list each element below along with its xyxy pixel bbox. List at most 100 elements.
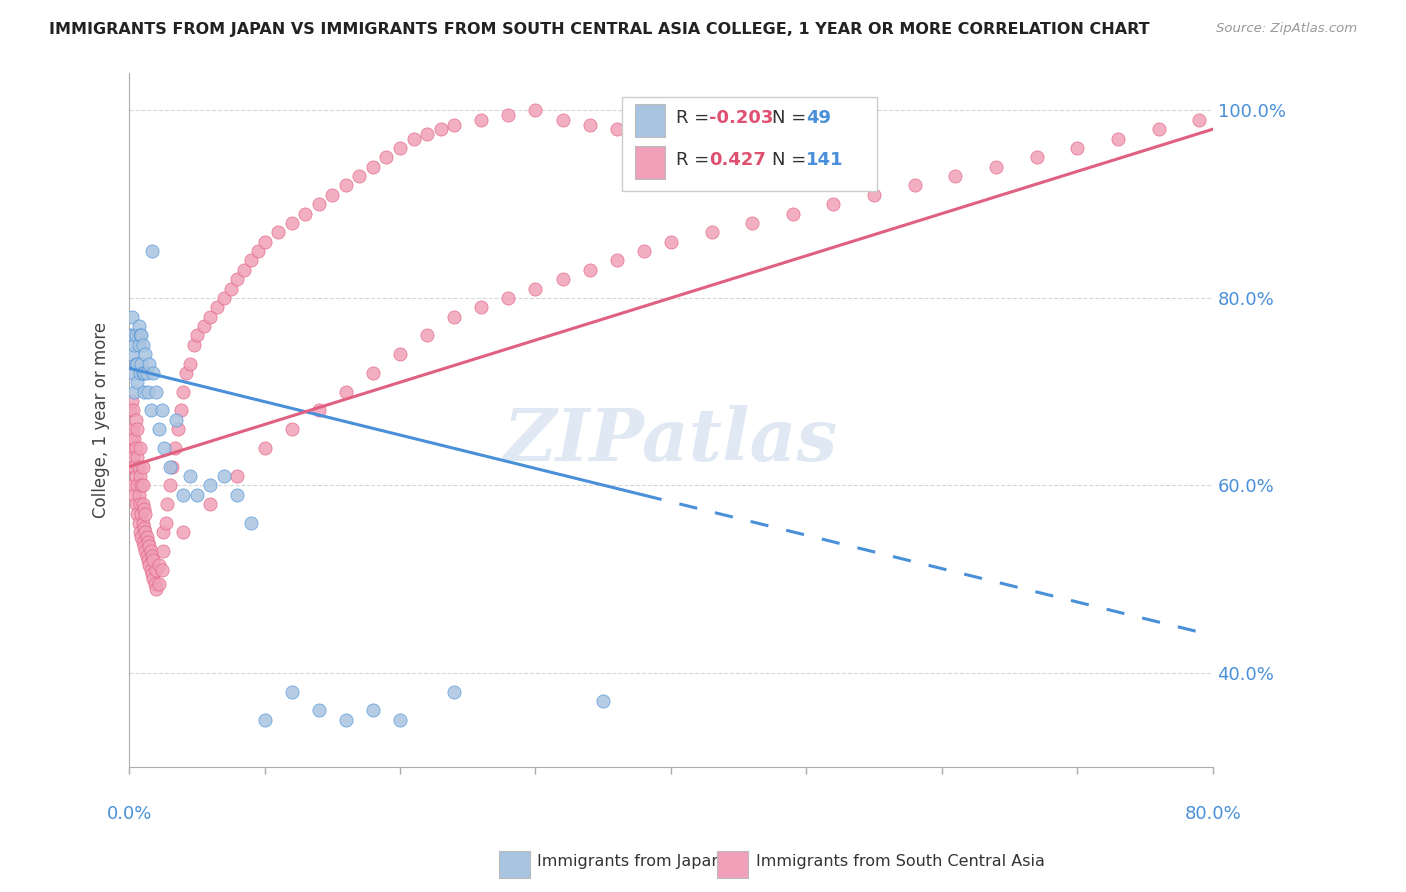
Point [321, 187, 343, 202]
Point [159, 478, 181, 492]
Text: N =: N = [772, 109, 811, 127]
Point [700, 225, 723, 239]
Point [782, 206, 804, 220]
Point [121, 347, 143, 361]
Text: R =: R = [676, 109, 716, 127]
Point [127, 376, 149, 390]
Point [280, 422, 302, 436]
Point [219, 281, 242, 295]
Point [308, 703, 330, 717]
Point [606, 122, 628, 136]
Point [416, 328, 439, 343]
Point [129, 328, 152, 343]
Point [741, 145, 763, 160]
Point [120, 441, 142, 455]
Point [159, 459, 181, 474]
Point [138, 357, 160, 371]
Point [429, 122, 451, 136]
Point [139, 403, 162, 417]
Point [416, 127, 439, 141]
Point [768, 150, 790, 164]
Point [172, 488, 194, 502]
Point [124, 432, 146, 446]
Point [145, 563, 167, 577]
Point [145, 384, 167, 399]
Point [823, 197, 845, 211]
Point [131, 459, 153, 474]
Point [132, 384, 155, 399]
Point [139, 544, 162, 558]
Point [212, 291, 235, 305]
Point [375, 150, 398, 164]
Point [592, 694, 614, 708]
Point [240, 516, 263, 530]
Point [240, 253, 263, 268]
Point [125, 328, 148, 343]
Point [127, 450, 149, 465]
Point [143, 577, 166, 591]
Point [152, 525, 174, 540]
Point [141, 549, 163, 563]
Point [131, 366, 153, 380]
Point [200, 497, 222, 511]
Point [122, 403, 145, 417]
Point [169, 403, 191, 417]
Point [142, 572, 165, 586]
Text: 80.0%: 80.0% [1184, 805, 1241, 823]
Point [280, 684, 302, 698]
Point [132, 520, 155, 534]
Point [166, 422, 188, 436]
Point [148, 558, 170, 572]
Point [308, 197, 330, 211]
Text: Immigrants from South Central Asia: Immigrants from South Central Asia [756, 855, 1045, 869]
Text: -0.203: -0.203 [709, 109, 773, 127]
Bar [636, 104, 665, 137]
Point [1147, 122, 1170, 136]
Point [388, 713, 411, 727]
Text: 0.0%: 0.0% [107, 805, 152, 823]
Point [122, 450, 145, 465]
Point [253, 235, 276, 249]
Point [153, 441, 176, 455]
Point [150, 403, 173, 417]
Point [135, 530, 157, 544]
Point [135, 549, 157, 563]
Point [212, 469, 235, 483]
Point [659, 235, 682, 249]
Point [183, 338, 205, 352]
Point [1107, 131, 1129, 145]
Point [186, 488, 208, 502]
Point [122, 366, 145, 380]
Point [200, 478, 222, 492]
Point [148, 422, 170, 436]
Point [714, 141, 737, 155]
Point [659, 131, 682, 145]
Point [131, 534, 153, 549]
Point [129, 357, 152, 371]
Point [141, 567, 163, 582]
Point [226, 272, 249, 286]
Point [443, 118, 465, 132]
Point [606, 253, 628, 268]
Point [134, 347, 156, 361]
Point [165, 441, 187, 455]
Point [129, 525, 152, 540]
Point [686, 136, 709, 151]
Point [524, 281, 547, 295]
Point [470, 301, 492, 315]
Point [794, 155, 817, 169]
Point [127, 422, 149, 436]
Point [141, 244, 163, 258]
Point [128, 319, 150, 334]
Point [125, 497, 148, 511]
Point [122, 478, 145, 492]
Point [148, 577, 170, 591]
Text: ZIPatlas: ZIPatlas [503, 405, 838, 476]
Point [131, 497, 153, 511]
Point [1025, 150, 1047, 164]
Point [335, 178, 357, 193]
Point [1066, 141, 1088, 155]
Point [136, 384, 159, 399]
Point [349, 169, 371, 183]
Point [127, 478, 149, 492]
